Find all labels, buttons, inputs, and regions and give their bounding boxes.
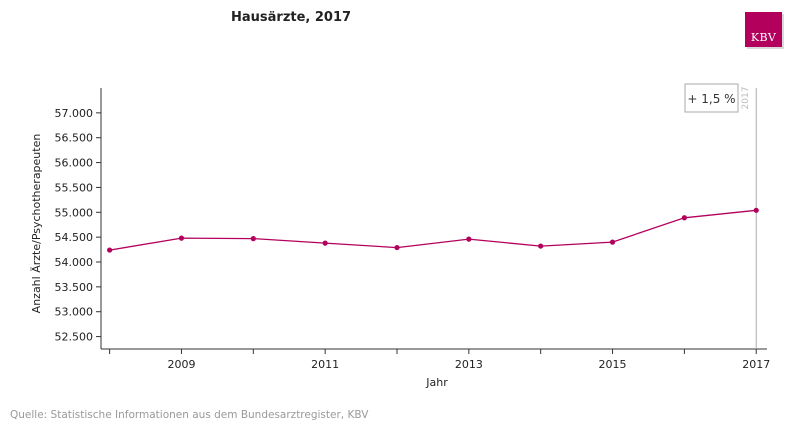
y-tick-label: 55.000: [55, 206, 94, 219]
kbv-logo: KBV: [745, 12, 782, 47]
reference-line-2017: 2017: [741, 87, 757, 349]
y-tick-label: 57.000: [55, 107, 94, 120]
y-tick-label: 53.000: [55, 306, 94, 319]
y-tick-label: 54.500: [55, 231, 94, 244]
data-point: [250, 236, 256, 242]
reference-line-label: 2017: [741, 87, 751, 110]
x-tick-label: 2017: [742, 358, 770, 371]
series-line: [109, 209, 757, 251]
change-annotation: + 1,5 %: [684, 83, 739, 113]
y-tick-label: 52.500: [55, 331, 94, 344]
y-tick-label: 56.500: [55, 132, 94, 145]
data-point: [538, 243, 544, 249]
x-tick-label: 2009: [167, 358, 195, 371]
data-point: [178, 235, 185, 241]
data-point: [107, 247, 113, 253]
data-point: [466, 236, 472, 242]
y-axis-label: Anzahl Ärzte/Psychotherapeuten: [30, 134, 43, 314]
x-tick-label: 2011: [311, 358, 339, 371]
plot-area: [107, 207, 759, 253]
chart-title: Hausärzte, 2017: [231, 10, 352, 25]
x-tick-label: 2013: [455, 358, 483, 371]
annotation-box: [684, 83, 739, 113]
x-tick-label: 2015: [599, 358, 627, 371]
data-point: [753, 207, 759, 213]
annotation-text: + 1,5 %: [687, 92, 735, 106]
data-point: [681, 215, 687, 221]
y-tick-label: 55.500: [55, 181, 94, 194]
data-point: [609, 239, 616, 245]
y-tick-label: 53.500: [55, 281, 94, 294]
y-tick-label: 54.000: [55, 256, 94, 269]
data-point: [394, 244, 400, 251]
x-axis: 2009 2011 2013 2015 2017: [101, 348, 770, 371]
data-point: [322, 240, 328, 246]
y-tick-label: 56.000: [55, 157, 94, 170]
y-axis: 52.500 53.000 53.500 54.000 54.500 55.000 55.5…: [55, 88, 102, 349]
x-axis-label: Jahr: [425, 376, 448, 389]
source-note: Quelle: Statistische Informationen aus d…: [10, 409, 369, 421]
